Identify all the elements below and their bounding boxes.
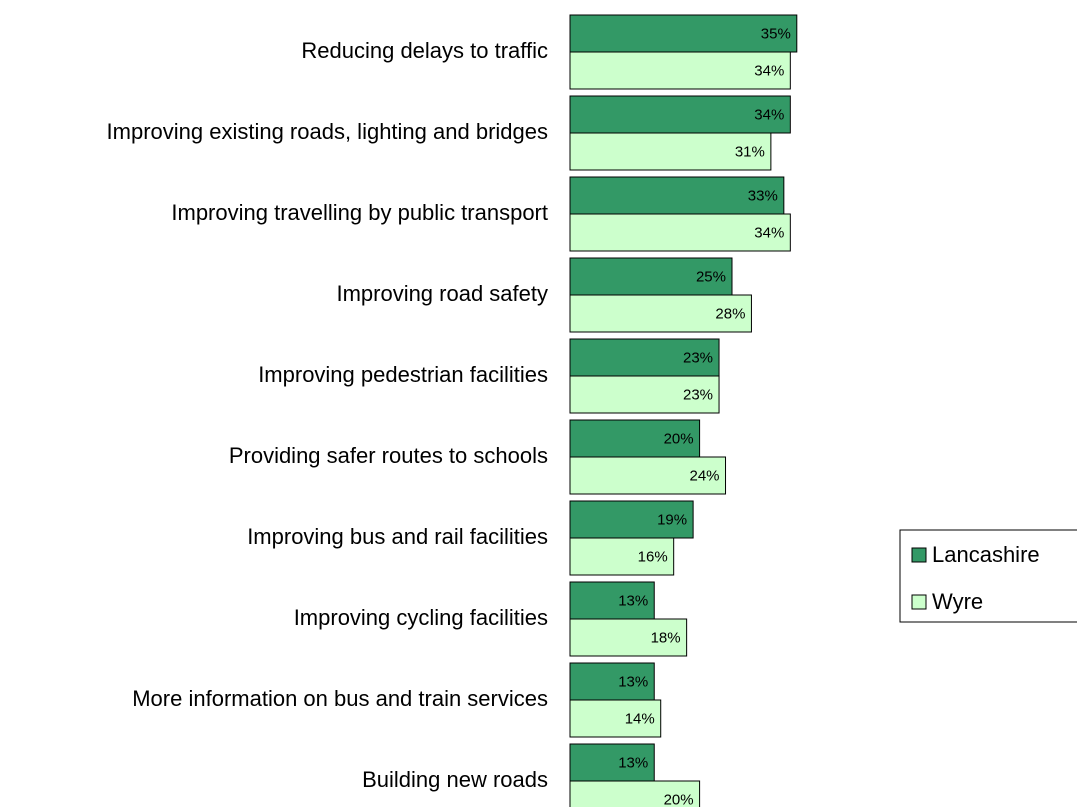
category-label: Improving road safety	[336, 281, 548, 306]
value-label: 35%	[761, 25, 791, 42]
bar	[569, 780, 701, 807]
legend-label: Wyre	[932, 589, 983, 614]
value-label: 34%	[754, 224, 784, 241]
legend-swatch	[911, 594, 927, 610]
value-label: 14%	[625, 710, 655, 727]
bar	[569, 294, 752, 333]
bar	[569, 375, 720, 414]
value-label: 20%	[664, 791, 694, 807]
value-label: 13%	[618, 754, 648, 771]
bar	[569, 699, 662, 738]
value-label: 31%	[735, 143, 765, 160]
value-label: 20%	[664, 430, 694, 447]
value-label: 33%	[748, 187, 778, 204]
value-label: 19%	[657, 511, 687, 528]
bar	[569, 456, 727, 495]
category-label: Improving cycling facilities	[294, 605, 548, 630]
value-label: 18%	[651, 629, 681, 646]
category-label: Improving pedestrian facilities	[258, 362, 548, 387]
value-label: 13%	[618, 592, 648, 609]
value-label: 28%	[715, 305, 745, 322]
legend-swatch	[911, 547, 927, 563]
bar	[569, 537, 675, 576]
bar	[569, 618, 688, 657]
bar	[569, 132, 772, 171]
bar	[569, 662, 655, 701]
bar	[569, 743, 655, 782]
category-label: Providing safer routes to schools	[229, 443, 548, 468]
value-label: 34%	[754, 62, 784, 79]
category-label: Improving travelling by public transport	[171, 200, 548, 225]
value-label: 34%	[754, 106, 784, 123]
category-label: Improving bus and rail facilities	[247, 524, 548, 549]
value-label: 13%	[618, 673, 648, 690]
value-label: 23%	[683, 386, 713, 403]
bar	[569, 419, 701, 458]
legend-box	[899, 529, 1077, 623]
value-label: 23%	[683, 349, 713, 366]
category-label: More information on bus and train servic…	[132, 686, 548, 711]
value-label: 25%	[696, 268, 726, 285]
legend-label: Lancashire	[932, 542, 1040, 567]
category-label: Building new roads	[362, 767, 548, 792]
category-label: Reducing delays to traffic	[301, 38, 548, 63]
value-label: 24%	[689, 467, 719, 484]
bar	[569, 213, 791, 252]
bar	[569, 14, 798, 53]
bar	[569, 51, 791, 90]
value-label: 16%	[638, 548, 668, 565]
bar	[569, 95, 791, 134]
category-label: Improving existing roads, lighting and b…	[107, 119, 548, 144]
